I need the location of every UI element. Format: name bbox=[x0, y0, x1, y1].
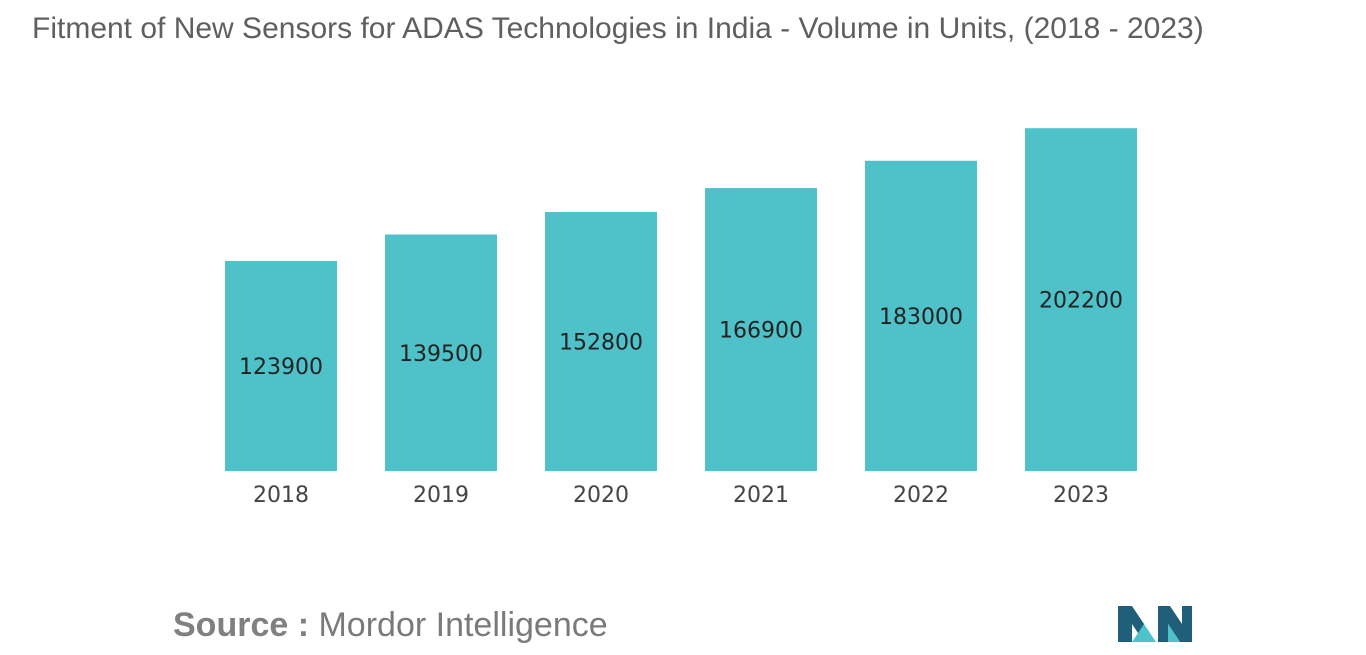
mordor-intelligence-logo-icon bbox=[1118, 606, 1192, 642]
source-separator: : bbox=[288, 606, 319, 644]
bar-2021 bbox=[705, 188, 817, 471]
bar-2019 bbox=[385, 234, 497, 471]
x-tick-label-2023: 2023 bbox=[1053, 483, 1109, 508]
chart-title: Fitment of New Sensors for ADAS Technolo… bbox=[32, 12, 1204, 45]
x-tick-label-2019: 2019 bbox=[413, 483, 469, 508]
bar-2023 bbox=[1025, 128, 1137, 472]
bar-2022 bbox=[865, 160, 977, 471]
x-tick-label-2020: 2020 bbox=[573, 483, 629, 508]
x-tick-label-2021: 2021 bbox=[733, 483, 789, 508]
logo-right-accent bbox=[1168, 624, 1180, 642]
bar-chart: 123900 2018 139500 2019 152800 2020 166900 2021… bbox=[225, 128, 1137, 508]
logo-mid-shape bbox=[1132, 624, 1156, 642]
bar-2018 bbox=[225, 260, 337, 471]
x-tick-label-2018: 2018 bbox=[253, 483, 309, 508]
x-tick-label-2022: 2022 bbox=[893, 483, 949, 508]
data-label-2019: 139500 bbox=[399, 342, 483, 367]
source-value: Mordor Intelligence bbox=[318, 606, 608, 644]
bar-2020 bbox=[545, 211, 657, 471]
logo-right-shape bbox=[1158, 606, 1192, 642]
data-label-2018: 123900 bbox=[239, 355, 323, 380]
data-label-2022: 183000 bbox=[879, 305, 963, 330]
source-line: Source : Mordor Intelligence bbox=[173, 606, 608, 645]
logo-left-shape bbox=[1118, 606, 1144, 642]
data-label-2020: 152800 bbox=[559, 330, 643, 355]
data-label-2021: 166900 bbox=[719, 319, 803, 344]
data-label-2023: 202200 bbox=[1039, 289, 1123, 314]
source-label: Source bbox=[173, 606, 289, 644]
